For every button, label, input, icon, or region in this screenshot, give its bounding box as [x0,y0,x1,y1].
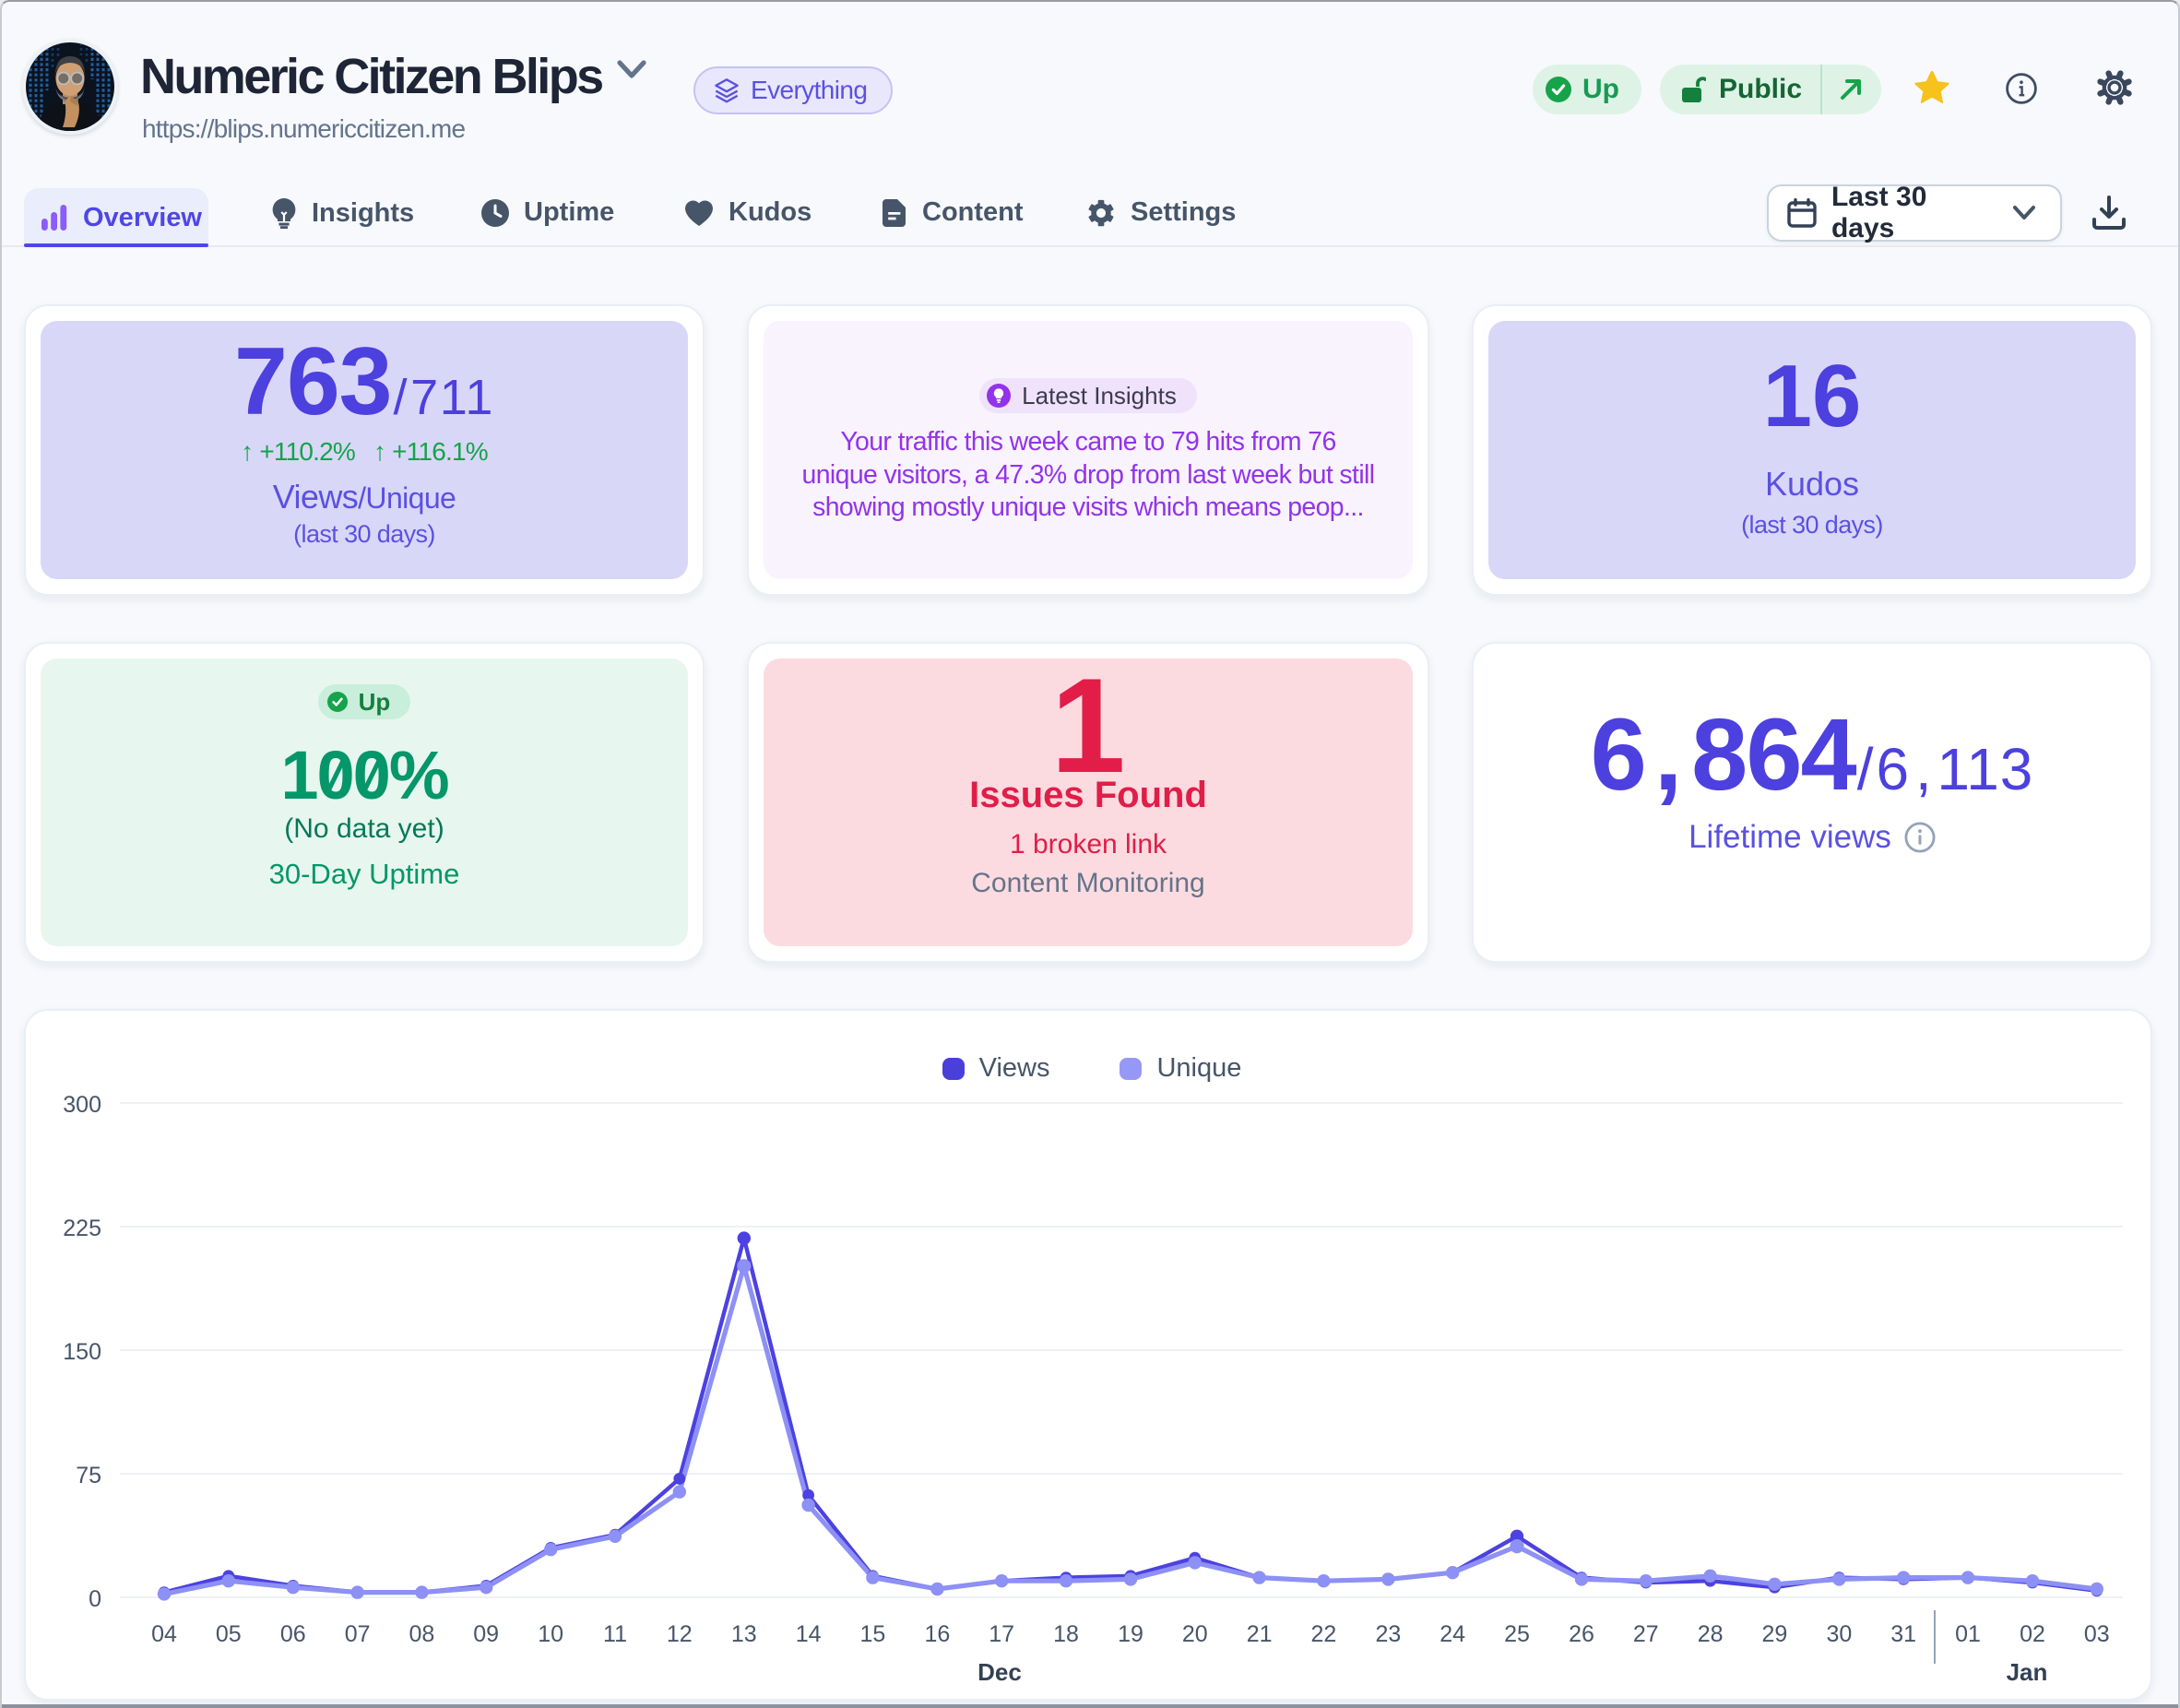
svg-text:17: 17 [989,1621,1014,1647]
svg-text:27: 27 [1633,1621,1659,1647]
svg-text:03: 03 [2084,1621,2110,1647]
svg-text:20: 20 [1182,1621,1208,1647]
svg-text:300: 300 [63,1092,101,1118]
svg-text:14: 14 [796,1621,822,1647]
svg-text:09: 09 [473,1621,499,1647]
svg-text:02: 02 [2020,1621,2045,1647]
svg-text:0: 0 [89,1586,101,1612]
svg-text:26: 26 [1569,1621,1594,1647]
svg-text:225: 225 [63,1216,101,1241]
svg-text:18: 18 [1053,1621,1079,1647]
svg-text:31: 31 [1890,1621,1916,1647]
svg-text:13: 13 [731,1621,757,1647]
svg-text:10: 10 [538,1621,563,1647]
svg-text:Dec: Dec [977,1658,1022,1686]
svg-text:21: 21 [1247,1621,1273,1647]
svg-text:23: 23 [1375,1621,1401,1647]
svg-text:22: 22 [1310,1621,1336,1647]
svg-text:25: 25 [1504,1621,1530,1647]
svg-text:29: 29 [1761,1621,1787,1647]
svg-text:28: 28 [1698,1621,1724,1647]
svg-text:30: 30 [1826,1621,1852,1647]
svg-text:24: 24 [1440,1621,1465,1647]
svg-text:150: 150 [63,1339,101,1365]
svg-text:01: 01 [1955,1621,1981,1647]
svg-text:19: 19 [1118,1621,1143,1647]
svg-text:11: 11 [603,1621,627,1647]
svg-text:12: 12 [667,1621,693,1647]
svg-text:16: 16 [924,1621,950,1647]
svg-text:08: 08 [409,1621,434,1647]
svg-text:04: 04 [151,1621,177,1647]
svg-text:07: 07 [345,1621,371,1647]
svg-text:Jan: Jan [2007,1658,2048,1686]
svg-text:06: 06 [280,1621,306,1647]
svg-text:15: 15 [859,1621,885,1647]
svg-text:05: 05 [216,1621,242,1647]
svg-text:75: 75 [76,1463,101,1489]
